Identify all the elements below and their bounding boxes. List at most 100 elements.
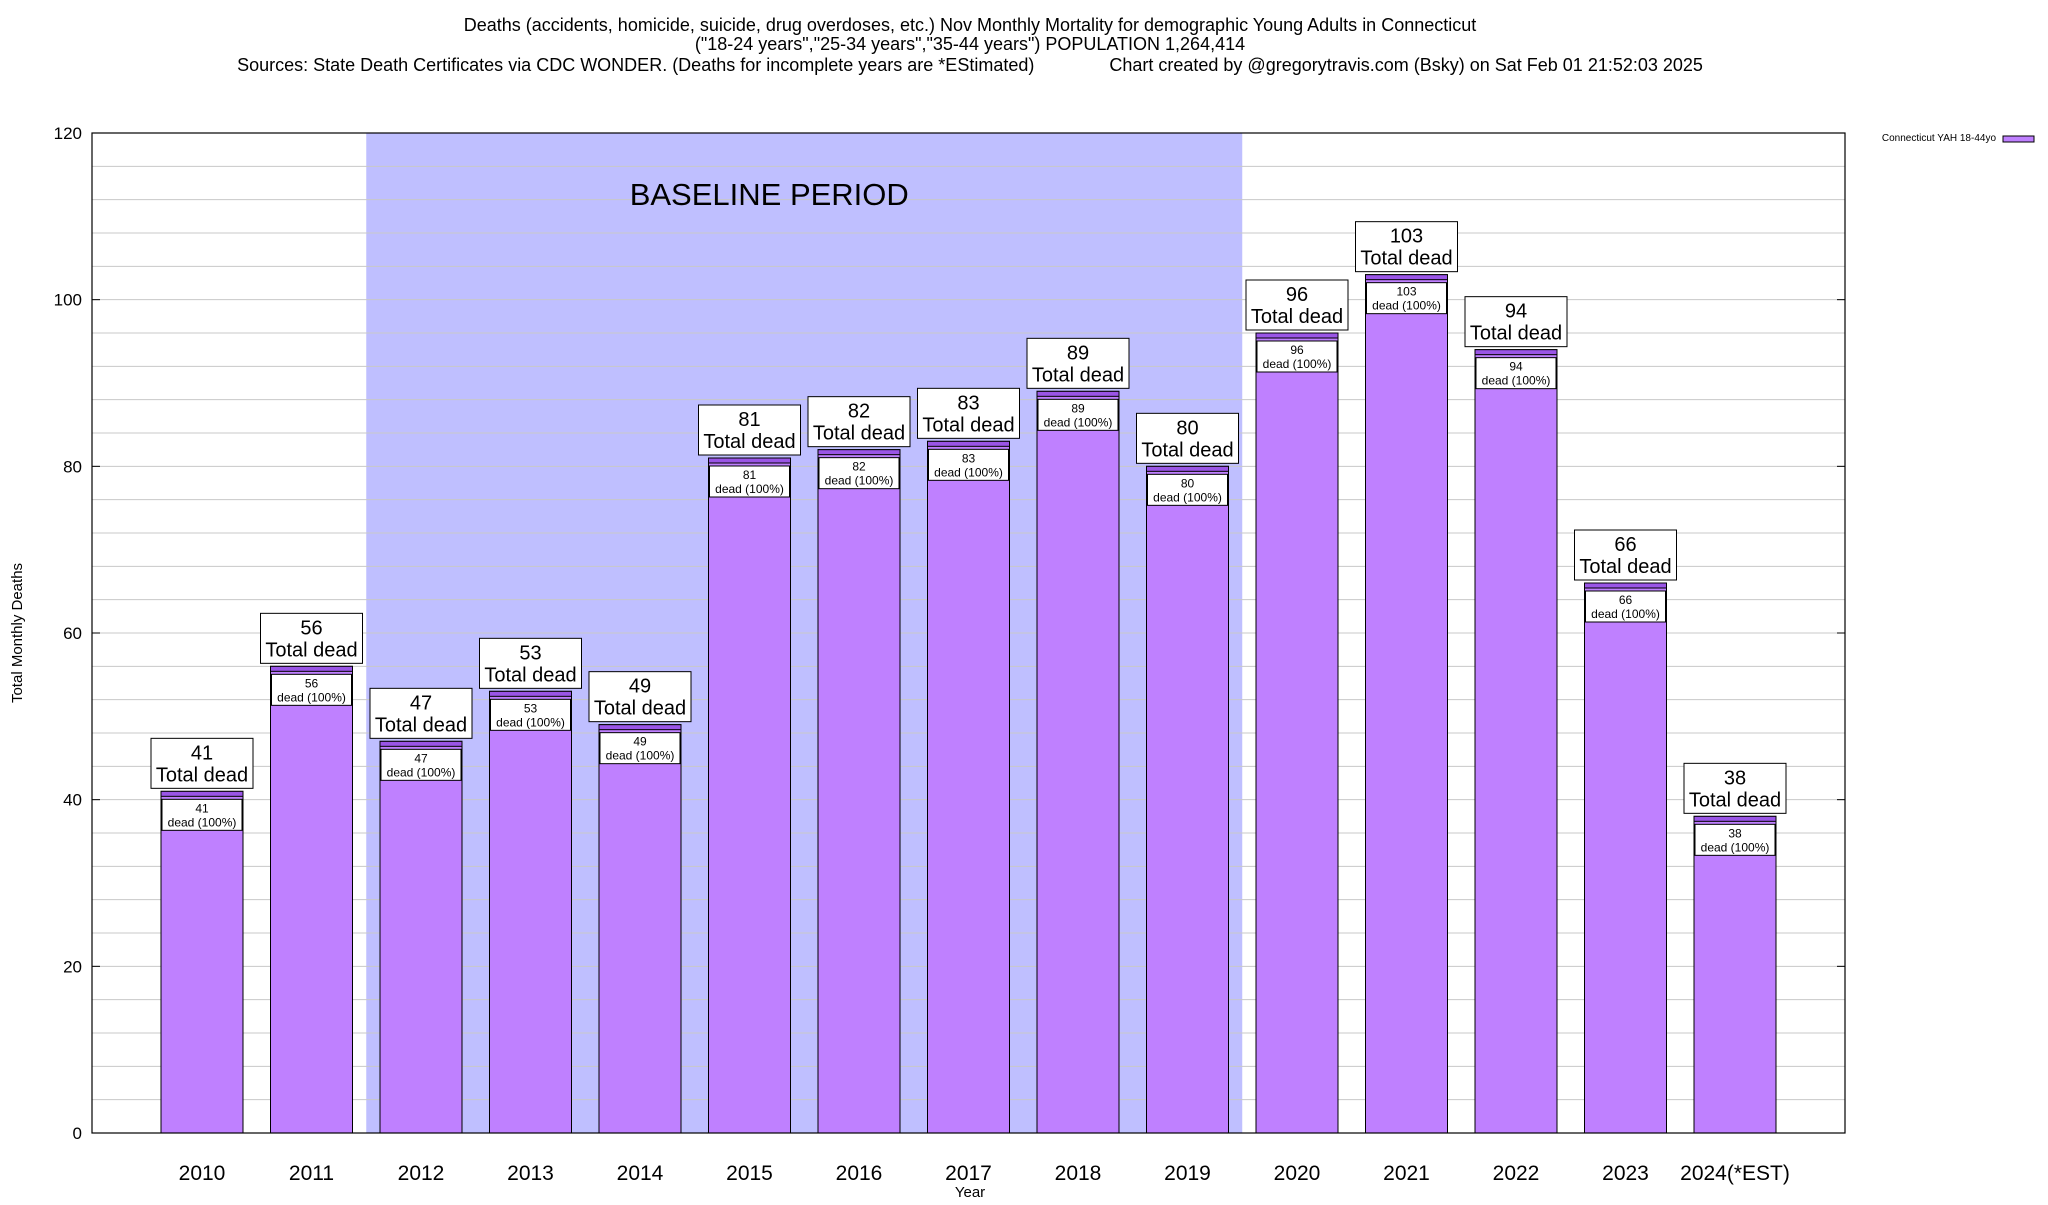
x-axis-label: Year [955,1184,985,1200]
baseline-period-label: BASELINE PERIOD [630,177,909,212]
bar-cap [1474,349,1558,356]
chart-title-line-1: Deaths (accidents, homicide, suicide, dr… [464,15,1477,35]
inner-label-value: 38 [1728,826,1742,840]
top-label-box [1245,279,1349,331]
inner-label-suffix: dead (100%) [606,749,675,763]
top-label-value: 89 [1067,342,1089,364]
inner-label-value: 53 [524,701,538,715]
y-tick-label: 40 [63,791,82,810]
inner-label-box [161,798,243,831]
top-label-suffix: Total dead [703,431,795,453]
chart-title-line-2: ("18-24 years","25-34 years","35-44 year… [695,34,1245,54]
inner-label-value: 94 [1509,360,1523,374]
bar-cap [1036,390,1120,397]
inner-label-value: 96 [1290,343,1304,357]
inner-label-suffix: dead (100%) [1263,357,1332,371]
top-label-box [917,387,1020,439]
x-tick-label: 2022 [1493,1162,1540,1185]
inner-label-suffix: dead (100%) [1591,607,1660,621]
inner-label-value: 83 [962,451,976,465]
legend-label: Connecticut YAH 18-44yo [1882,133,1997,144]
x-tick-label: 2013 [507,1162,554,1185]
inner-label-value: 47 [414,751,428,765]
inner-label-box [271,673,352,706]
top-label-box [1464,296,1568,348]
bar [270,665,353,1134]
top-label-suffix: Total dead [375,714,467,736]
bar [598,724,682,1134]
bar-cap [270,665,353,672]
top-label-value: 83 [957,392,979,414]
x-tick-label: 2023 [1602,1162,1649,1185]
inner-label-value: 80 [1181,476,1195,490]
bar-cap [160,790,244,797]
bar-cap [1365,274,1448,281]
top-label-value: 66 [1614,534,1636,556]
y-axis-label: Total Monthly Deaths [9,563,26,703]
top-label-box [588,671,692,723]
inner-label-value: 66 [1619,593,1633,607]
top-label-suffix: Total dead [265,639,357,661]
top-label-suffix: Total dead [594,698,686,720]
y-tick-label: 20 [63,957,82,976]
bar-cap [1146,465,1229,472]
inner-label-box [709,465,790,498]
inner-label-suffix: dead (100%) [1482,374,1551,388]
inner-label-box [490,698,571,731]
bar [379,740,463,1134]
top-label-suffix: Total dead [922,414,1014,436]
top-label-box [807,396,911,448]
top-label-value: 96 [1286,284,1308,306]
inner-label-box [1037,398,1119,431]
top-label-value: 103 [1390,226,1423,248]
top-label-value: 53 [519,642,541,664]
bar [489,690,572,1134]
bar-cap [1584,582,1667,589]
bar-cap [598,724,682,731]
top-label-box [260,612,363,664]
inner-label-suffix: dead (100%) [825,474,894,488]
inner-label-suffix: dead (100%) [168,815,237,829]
x-tick-label: 2019 [1164,1162,1211,1185]
x-tick-label: 2011 [289,1162,334,1185]
chart-title-line-3: Sources: State Death Certificates via CD… [237,55,1703,75]
y-tick-label: 120 [54,124,82,143]
top-label-box [698,404,801,456]
x-tick-label: 2014 [617,1162,664,1185]
bar-cap [489,690,572,697]
inner-label-suffix: dead (100%) [1701,840,1770,854]
inner-label-value: 56 [305,676,319,690]
x-tick-label: 2015 [726,1162,773,1185]
bar [817,449,901,1134]
x-tick-label: 2024(*EST) [1680,1162,1790,1185]
bar-cap [817,449,901,456]
bar [708,457,791,1134]
inner-label-box [1256,340,1338,373]
top-label-suffix: Total dead [1032,364,1124,386]
top-label-value: 81 [738,409,760,431]
top-label-suffix: Total dead [1141,439,1233,461]
inner-label-suffix: dead (100%) [1372,299,1441,313]
bar [1693,815,1777,1134]
inner-label-box [599,732,681,765]
inner-label-value: 41 [195,801,209,815]
inner-label-value: 103 [1396,285,1416,299]
bar [1584,582,1667,1134]
y-tick-label: 80 [63,457,82,476]
top-label-box [1026,337,1130,389]
top-label-suffix: Total dead [1470,323,1562,345]
bar-cap [708,457,791,464]
x-tick-label: 2021 [1383,1162,1430,1185]
top-label-box [369,687,473,739]
plot-border [91,132,1846,1134]
y-tick-label: 100 [54,291,82,310]
